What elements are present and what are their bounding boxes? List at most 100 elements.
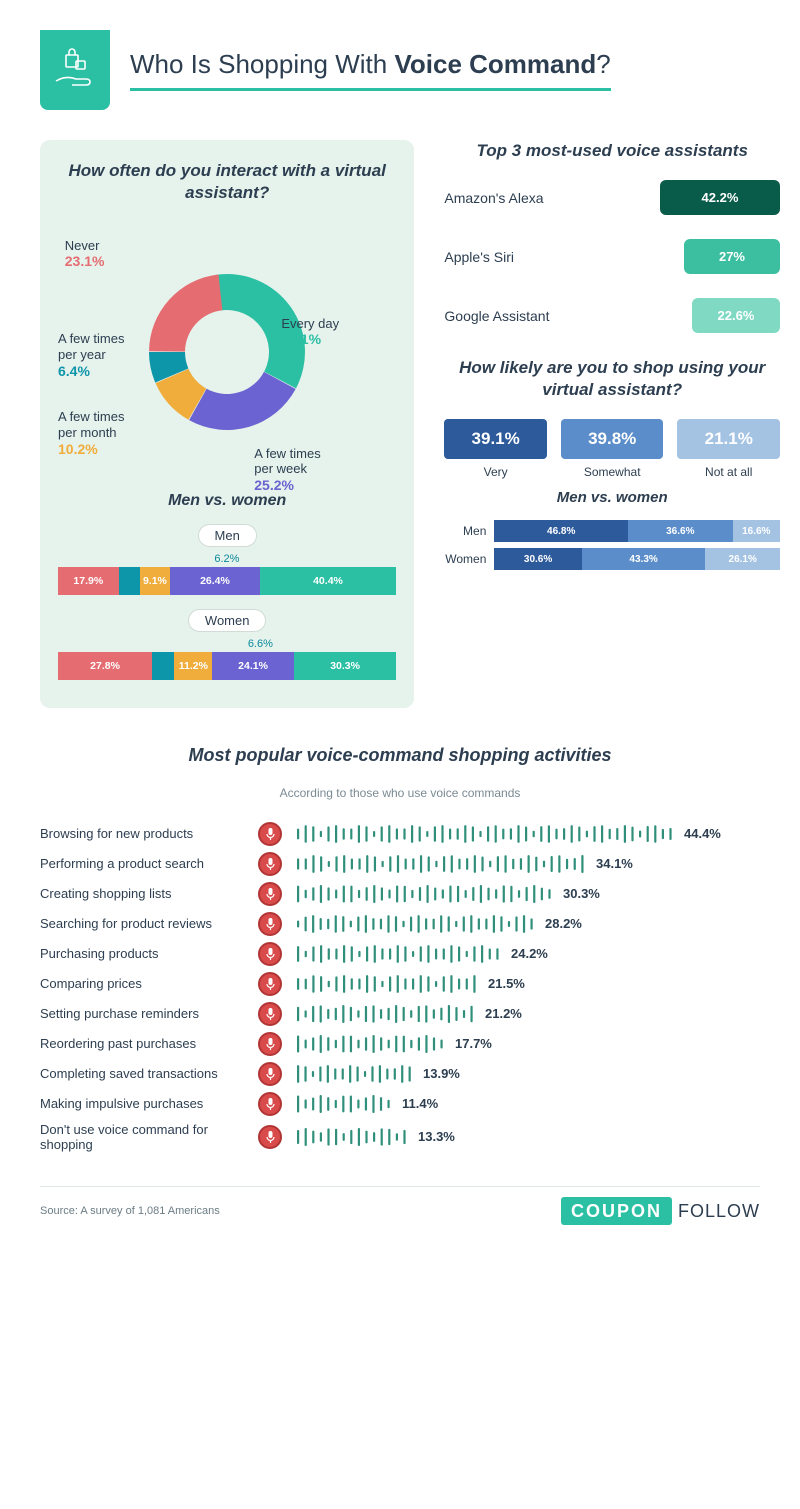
activity-label: Completing saved transactions	[40, 1066, 250, 1081]
interaction-frequency-card: How often do you interact with a virtual…	[40, 140, 414, 708]
activity-row: Searching for product reviews 28.2%	[40, 912, 760, 936]
shopping-hand-icon	[40, 30, 110, 110]
logo-left: COUPON	[561, 1197, 672, 1225]
activity-row: Creating shopping lists 30.3%	[40, 882, 760, 906]
bar-segment: 27.8%	[58, 652, 152, 680]
mic-icon	[258, 912, 282, 936]
interaction-donut-chart: Every day35.1%A few times per week25.2%A…	[58, 222, 396, 482]
activity-wave: 44.4%	[296, 823, 760, 845]
bar-segment: 26.1%	[705, 548, 780, 570]
footer-logo: COUPON FOLLOW	[561, 1201, 760, 1222]
women-label: Women	[444, 552, 494, 566]
activity-wave: 24.2%	[296, 943, 760, 965]
likelihood-row: 39.1% Very39.8% Somewhat21.1% Not at all	[444, 419, 780, 479]
likelihood-label: Very	[444, 465, 547, 479]
bar-segment: 26.4%	[170, 567, 259, 595]
activity-pct: 11.4%	[402, 1096, 438, 1111]
likelihood-women-bar: 30.6%43.3%26.1%	[494, 548, 780, 570]
bar-segment	[152, 652, 174, 680]
activities-list: Browsing for new products 44.4% Performing…	[40, 822, 760, 1152]
assistant-name: Apple's Siri	[444, 249, 514, 265]
donut-label: Never23.1%	[65, 238, 105, 270]
bar-segment	[119, 567, 140, 595]
activity-wave: 21.5%	[296, 973, 760, 995]
mic-icon	[258, 972, 282, 996]
activity-wave: 13.3%	[296, 1126, 760, 1148]
voice-assistant-row: Google Assistant 22.6%	[444, 298, 780, 333]
activity-label: Browsing for new products	[40, 826, 250, 841]
mic-icon	[258, 1062, 282, 1086]
women-stacked-bar: 27.8%11.2%24.1%30.3%	[58, 652, 396, 680]
activity-pct: 17.7%	[455, 1036, 492, 1051]
activity-pct: 30.3%	[563, 886, 600, 901]
donut-label: Every day35.1%	[281, 316, 339, 348]
bar-segment: 9.1%	[140, 567, 171, 595]
footer: Source: A survey of 1,081 Americans COUP…	[40, 1186, 760, 1222]
likelihood-pct: 21.1%	[677, 419, 780, 459]
voice-assistant-row: Apple's Siri 27%	[444, 239, 780, 274]
right-column: Top 3 most-used voice assistants Amazon'…	[434, 140, 780, 708]
header: Who Is Shopping With Voice Command?	[40, 30, 760, 110]
activity-wave: 30.3%	[296, 883, 760, 905]
activity-label: Don't use voice command for shopping	[40, 1122, 250, 1152]
activity-pct: 21.2%	[485, 1006, 522, 1021]
activity-row: Completing saved transactions 13.9%	[40, 1062, 760, 1086]
activity-pct: 13.9%	[423, 1066, 460, 1081]
title-prefix: Who Is Shopping With	[130, 49, 394, 79]
activity-row: Purchasing products 24.2%	[40, 942, 760, 966]
likelihood-heading: How likely are you to shop using your vi…	[444, 357, 780, 401]
activity-row: Making impulsive purchases11.4%	[40, 1092, 760, 1116]
women-pill: Women	[188, 609, 267, 632]
activity-wave: 13.9%	[296, 1063, 760, 1085]
activity-row: Browsing for new products 44.4%	[40, 822, 760, 846]
voice-assistant-list: Amazon's Alexa 42.2%Apple's Siri 27%Goog…	[444, 180, 780, 333]
mic-icon	[258, 852, 282, 876]
likelihood-label: Not at all	[677, 465, 780, 479]
activity-pct: 28.2%	[545, 916, 582, 931]
donut-label: A few times per month10.2%	[58, 409, 124, 457]
assistant-pct-pill: 27%	[684, 239, 780, 274]
likelihood-item: 39.8% Somewhat	[561, 419, 664, 479]
activity-pct: 34.1%	[596, 856, 633, 871]
activity-row: Reordering past purchases 17.7%	[40, 1032, 760, 1056]
bar-segment: 16.6%	[733, 520, 780, 542]
men-label: Men	[444, 524, 494, 538]
assistant-name: Google Assistant	[444, 308, 549, 324]
activity-label: Searching for product reviews	[40, 916, 250, 931]
likelihood-label: Somewhat	[561, 465, 664, 479]
activities-heading: Most popular voice-command shopping acti…	[40, 744, 760, 767]
activity-pct: 21.5%	[488, 976, 525, 991]
mic-icon	[258, 942, 282, 966]
activities-subheading: According to those who use voice command…	[40, 786, 760, 800]
mic-icon	[258, 1002, 282, 1026]
activity-pct: 44.4%	[684, 826, 721, 841]
activity-label: Setting purchase reminders	[40, 1006, 250, 1021]
donut-label: A few times per week25.2%	[254, 446, 320, 494]
activity-label: Reordering past purchases	[40, 1036, 250, 1051]
activity-row: Don't use voice command for shopping 13.3…	[40, 1122, 760, 1152]
title-suffix: ?	[596, 49, 610, 79]
bar-segment: 43.3%	[582, 548, 706, 570]
footer-source: Source: A survey of 1,081 Americans	[40, 1205, 220, 1217]
activity-row: Performing a product search 34.1%	[40, 852, 760, 876]
top-assistants-heading: Top 3 most-used voice assistants	[444, 140, 780, 162]
men-pill: Men	[198, 524, 257, 547]
activity-label: Purchasing products	[40, 946, 250, 961]
likelihood-men-bar: 46.8%36.6%16.6%	[494, 520, 780, 542]
donut-slice	[149, 275, 222, 352]
page-title: Who Is Shopping With Voice Command?	[130, 49, 611, 91]
activity-wave: 11.4%	[296, 1093, 760, 1115]
assistant-name: Amazon's Alexa	[444, 190, 543, 206]
activity-label: Creating shopping lists	[40, 886, 250, 901]
mic-icon	[258, 1125, 282, 1149]
activities-section: Most popular voice-command shopping acti…	[40, 744, 760, 1151]
bar-segment: 30.3%	[294, 652, 397, 680]
likelihood-item: 21.1% Not at all	[677, 419, 780, 479]
likelihood-pct: 39.8%	[561, 419, 664, 459]
bar-segment: 36.6%	[628, 520, 733, 542]
men-stacked-bar: 17.9%9.1%26.4%40.4%	[58, 567, 396, 595]
interaction-heading: How often do you interact with a virtual…	[58, 160, 396, 204]
bar-segment: 46.8%	[494, 520, 628, 542]
likelihood-mvw-heading: Men vs. women	[444, 489, 780, 506]
activity-label: Performing a product search	[40, 856, 250, 871]
